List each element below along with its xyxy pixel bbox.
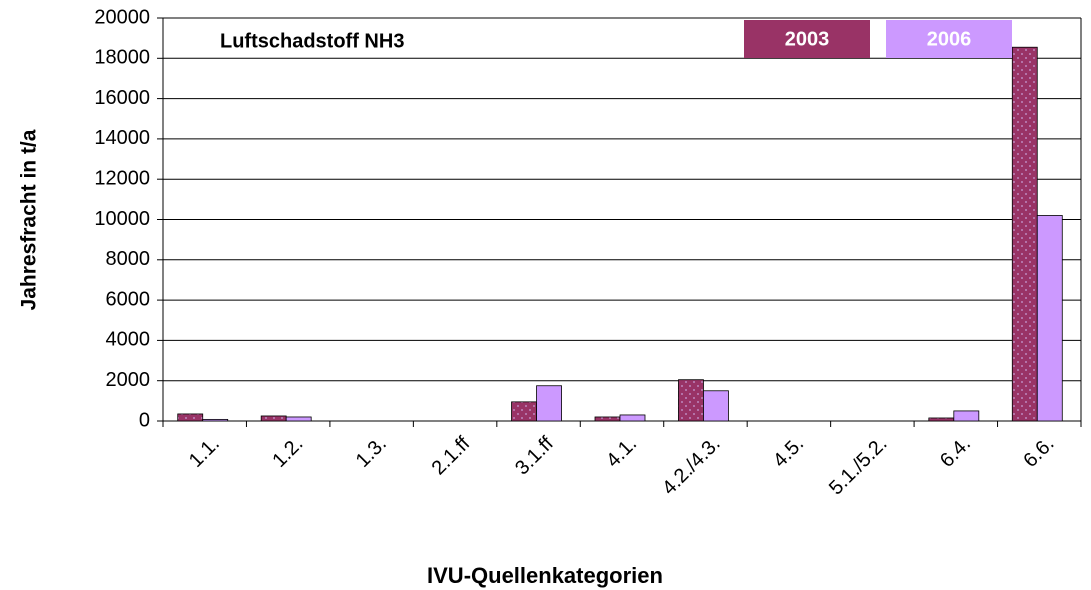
y-tick-label: 4000	[106, 329, 151, 351]
x-tick-label: 1.2.	[268, 433, 307, 472]
x-tick-label: 4.1.	[602, 433, 641, 472]
y-tick-label: 2000	[106, 369, 151, 391]
y-tick-label: 14000	[94, 127, 150, 149]
y-tick-label: 16000	[94, 87, 150, 109]
bar	[1036, 215, 1063, 422]
y-tick-label: 8000	[106, 248, 151, 270]
y-tick-label: 0	[139, 409, 150, 431]
bar	[260, 415, 287, 422]
x-tick-label: 1.1.	[185, 433, 224, 472]
legend-swatch	[744, 20, 870, 58]
legend-label: 2003	[785, 28, 830, 50]
y-tick-label: 12000	[94, 167, 150, 189]
bar	[703, 390, 729, 422]
y-axis-title: Jahresfracht in t/a	[18, 129, 41, 310]
y-tick-label: 20000	[94, 6, 150, 28]
x-tick-label: 2.1.ff	[428, 432, 475, 479]
y-tick-label: 6000	[106, 288, 151, 310]
x-tick-label: 6.6.	[1019, 433, 1058, 472]
legend-label: 2006	[927, 28, 972, 50]
bar	[619, 414, 646, 422]
x-tick-label: 3.1.ff	[511, 432, 558, 479]
bar	[594, 416, 621, 422]
x-tick-label: 4.2./4.3.	[658, 433, 725, 500]
bar	[928, 417, 955, 422]
bar	[1011, 46, 1038, 422]
x-tick-label: 4.5.	[769, 433, 808, 472]
bar	[177, 413, 204, 422]
bar	[536, 385, 562, 422]
legend-swatch	[886, 20, 1012, 58]
bar	[202, 418, 229, 422]
bar	[511, 401, 537, 422]
x-tick-label: 1.3.	[352, 433, 391, 472]
chart-title: Luftschadstoff NH3	[220, 30, 404, 52]
y-tick-label: 18000	[94, 47, 150, 69]
bar	[953, 410, 980, 422]
x-tick-label: 6.4.	[936, 433, 975, 472]
x-axis-title: IVU-Quellenkategorien	[427, 563, 663, 588]
bar	[678, 379, 704, 422]
bar	[285, 416, 312, 422]
x-tick-label: 5.1./5.2.	[825, 433, 892, 500]
y-tick-label: 10000	[94, 208, 150, 230]
